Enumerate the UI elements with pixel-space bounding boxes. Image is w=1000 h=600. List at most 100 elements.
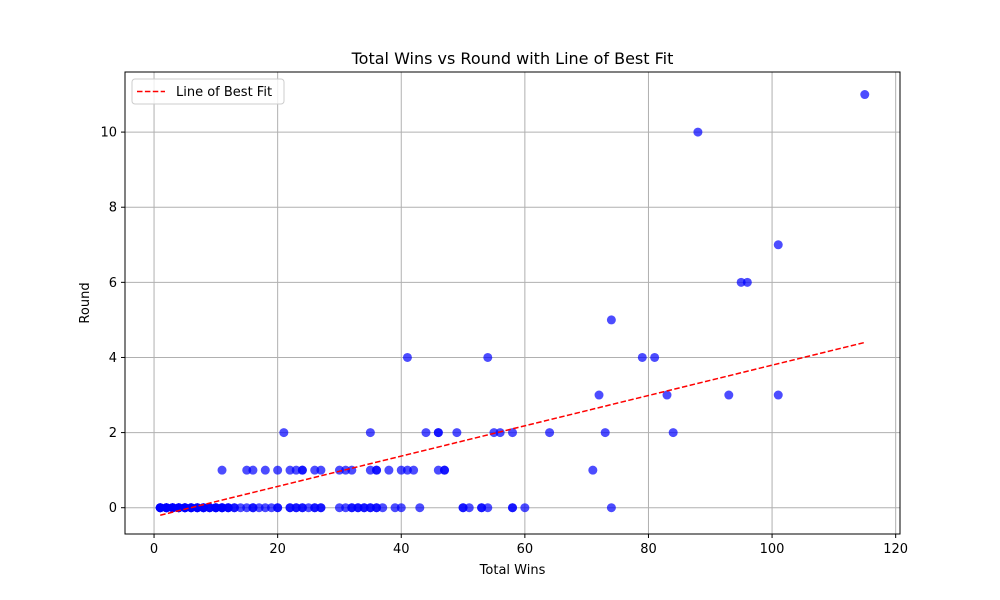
- data-point: [396, 503, 406, 513]
- x-tick-label: 60: [517, 542, 534, 557]
- data-point: [606, 503, 616, 513]
- data-point: [365, 465, 375, 475]
- data-point: [297, 503, 307, 513]
- data-point: [205, 503, 215, 513]
- x-tick-label: 100: [760, 542, 785, 557]
- fit-line: [160, 341, 865, 516]
- data-point: [297, 465, 307, 475]
- data-point: [477, 503, 487, 513]
- data-point: [266, 503, 276, 513]
- data-point: [378, 503, 388, 513]
- data-point: [588, 465, 598, 475]
- data-point: [217, 503, 227, 513]
- data-point: [316, 465, 326, 475]
- data-point: [211, 503, 221, 513]
- fit-line-layer: [160, 341, 865, 516]
- legend-box: [131, 78, 285, 105]
- data-points: [155, 90, 870, 513]
- chart-title: Total Wins vs Round with Line of Best Fi…: [351, 49, 674, 68]
- data-point: [402, 465, 412, 475]
- data-point: [396, 465, 406, 475]
- data-point: [637, 352, 647, 362]
- data-point: [273, 465, 283, 475]
- data-point: [545, 428, 555, 438]
- data-point: [180, 503, 190, 513]
- data-point: [260, 503, 270, 513]
- data-point: [489, 428, 499, 438]
- data-point: [650, 352, 660, 362]
- data-point: [508, 428, 517, 438]
- data-point: [693, 127, 703, 137]
- data-point: [310, 465, 320, 475]
- data-point: [600, 428, 610, 438]
- data-point: [594, 390, 604, 400]
- data-point: [415, 503, 425, 513]
- data-point: [217, 465, 227, 475]
- y-tick-label: 8: [109, 201, 117, 216]
- data-point: [384, 465, 394, 475]
- x-axis-title: Total Wins: [479, 563, 546, 578]
- data-point: [452, 428, 462, 438]
- data-point: [508, 503, 517, 513]
- data-point: [606, 315, 616, 325]
- data-point: [433, 465, 443, 475]
- x-tick-label: 0: [150, 542, 158, 557]
- data-point: [662, 390, 672, 400]
- data-point: [248, 465, 258, 475]
- data-point: [724, 390, 734, 400]
- data-point: [254, 503, 264, 513]
- y-tick-label: 6: [109, 276, 117, 291]
- data-point: [773, 390, 783, 400]
- data-point: [341, 503, 351, 513]
- y-tick-label: 4: [109, 351, 117, 366]
- data-point: [359, 503, 369, 513]
- data-point: [279, 428, 289, 438]
- data-point: [365, 428, 375, 438]
- data-point: [409, 465, 419, 475]
- data-point: [316, 503, 326, 513]
- data-point: [273, 503, 283, 513]
- data-point: [372, 465, 382, 475]
- data-point: [155, 503, 165, 513]
- data-point: [291, 465, 301, 475]
- data-point: [464, 503, 474, 513]
- data-point: [304, 503, 314, 513]
- data-point: [402, 352, 412, 362]
- data-point: [168, 503, 178, 513]
- data-point: [773, 240, 783, 250]
- x-tick-label: 80: [640, 542, 657, 557]
- plot-frame: [124, 71, 901, 535]
- data-point: [353, 503, 363, 513]
- axis-ticks: 0 20 40 60 80 100 120 0 2 4 6 8 10: [100, 126, 908, 557]
- data-point: [236, 503, 246, 513]
- data-point: [310, 503, 320, 513]
- data-point: [440, 465, 450, 475]
- y-tick-label: 10: [100, 126, 117, 141]
- data-point: [223, 503, 233, 513]
- data-point: [334, 503, 344, 513]
- data-point: [390, 503, 400, 513]
- data-point: [248, 503, 258, 513]
- data-point: [458, 503, 468, 513]
- data-point: [285, 465, 295, 475]
- data-point: [347, 503, 357, 513]
- data-point: [742, 277, 752, 287]
- data-point: [229, 503, 239, 513]
- data-point: [421, 428, 431, 438]
- data-point: [372, 503, 382, 513]
- data-point: [365, 503, 375, 513]
- y-tick-label: 0: [109, 501, 117, 516]
- legend-label: Line of Best Fit: [176, 85, 272, 100]
- data-point: [242, 503, 252, 513]
- x-tick-label: 40: [393, 542, 410, 557]
- data-point: [433, 428, 443, 438]
- data-point: [260, 465, 270, 475]
- data-point: [291, 503, 301, 513]
- data-point: [285, 503, 295, 513]
- y-axis-title: Round: [78, 282, 93, 323]
- legend: Line of Best Fit: [131, 78, 285, 105]
- data-point: [174, 503, 184, 513]
- x-tick-label: 120: [883, 542, 908, 557]
- data-point: [161, 503, 171, 513]
